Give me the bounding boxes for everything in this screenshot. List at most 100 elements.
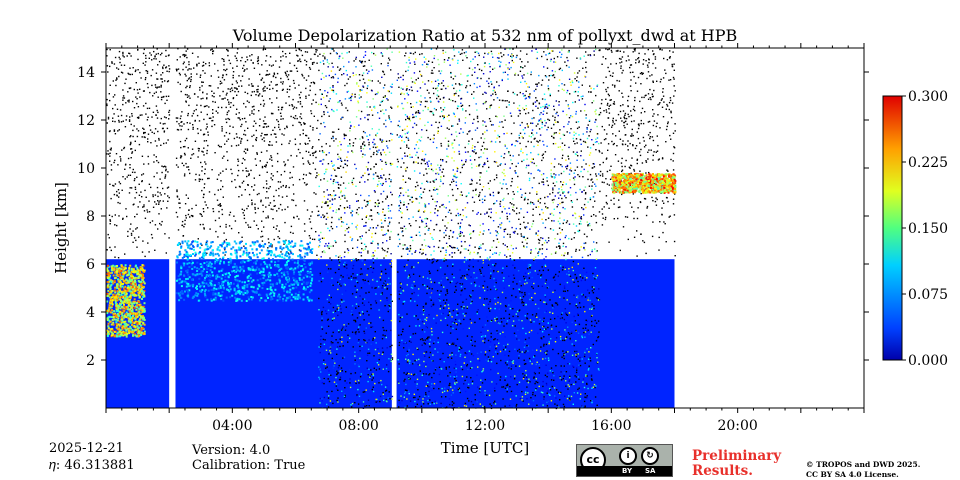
noise-dot <box>377 91 379 93</box>
noise-dot <box>470 400 473 403</box>
noise-dot <box>527 126 529 128</box>
noise-dot <box>217 144 220 147</box>
noise-dot <box>384 220 386 222</box>
noise-dot <box>622 69 624 72</box>
noise-dot <box>299 143 301 145</box>
noise-dot <box>482 259 484 261</box>
noise-dot <box>278 237 281 240</box>
noise-dot <box>152 111 155 113</box>
noise-dot <box>476 253 479 255</box>
noise-dot <box>288 88 291 91</box>
noise-dot <box>460 240 463 243</box>
noise-dot <box>329 347 332 349</box>
noise-dot <box>419 234 421 237</box>
noise-dot <box>193 93 196 95</box>
noise-dot <box>652 62 654 65</box>
noise-dot <box>412 374 415 376</box>
noise-dot <box>144 131 146 134</box>
noise-dot <box>512 281 514 283</box>
noise-dot <box>433 57 435 60</box>
noise-dot <box>364 279 366 281</box>
noise-dot <box>371 388 373 391</box>
noise-dot <box>530 161 532 163</box>
noise-dot <box>119 109 122 111</box>
noise-dot <box>148 183 151 185</box>
noise-dot <box>417 184 419 187</box>
noise-dot <box>283 170 286 173</box>
noise-dot <box>445 368 447 370</box>
noise-dot <box>627 55 629 57</box>
noise-dot <box>577 155 579 157</box>
noise-dot <box>538 367 541 369</box>
noise-dot <box>474 321 476 324</box>
noise-dot <box>195 108 197 111</box>
noise-dot <box>454 199 457 202</box>
noise-dot <box>280 251 282 253</box>
noise-dot <box>629 71 632 74</box>
noise-dot <box>370 304 372 306</box>
noise-dot <box>577 174 579 176</box>
noise-dot <box>528 97 531 99</box>
noise-dot <box>331 131 334 133</box>
noise-dot <box>206 123 208 125</box>
noise-dot <box>180 128 182 131</box>
noise-dot <box>335 255 337 257</box>
noise-dot <box>497 296 499 299</box>
noise-dot <box>446 406 448 408</box>
noise-dot <box>469 130 471 132</box>
noise-dot <box>535 83 537 85</box>
noise-dot <box>247 170 249 172</box>
noise-dot <box>558 68 561 71</box>
noise-dot <box>457 105 459 107</box>
noise-dot <box>587 170 589 173</box>
noise-dot <box>594 319 596 322</box>
noise-dot <box>425 129 428 132</box>
noise-dot <box>363 141 365 143</box>
noise-dot <box>633 105 635 108</box>
noise-dot <box>340 308 342 310</box>
noise-dot <box>523 363 526 365</box>
noise-dot <box>281 83 284 85</box>
noise-dot <box>578 134 580 136</box>
noise-dot <box>202 91 204 94</box>
noise-dot <box>460 183 462 185</box>
noise-dot <box>289 52 291 54</box>
noise-dot <box>598 151 601 153</box>
noise-dot <box>565 246 567 248</box>
noise-dot <box>341 328 344 330</box>
noise-dot <box>519 112 521 115</box>
noise-dot <box>513 259 516 261</box>
noise-dot <box>445 249 447 251</box>
noise-dot <box>268 73 271 75</box>
noise-dot <box>254 208 256 210</box>
noise-dot <box>324 339 326 341</box>
noise-dot <box>575 138 578 140</box>
noise-dot <box>522 67 524 69</box>
noise-dot <box>231 89 234 92</box>
noise-dot <box>430 299 432 301</box>
noise-dot <box>366 106 368 108</box>
noise-dot <box>573 140 575 142</box>
noise-dot <box>381 76 383 78</box>
noise-dot <box>481 198 484 200</box>
noise-dot <box>157 52 159 55</box>
noise-dot <box>511 53 513 56</box>
noise-dot <box>391 139 393 141</box>
noise-dot <box>421 244 423 246</box>
noise-dot <box>488 52 490 54</box>
noise-dot <box>447 314 449 316</box>
noise-dot <box>165 55 167 57</box>
noise-dot <box>442 117 445 120</box>
noise-dot <box>544 294 546 296</box>
noise-dot <box>309 125 312 127</box>
noise-dot <box>545 382 548 385</box>
noise-dot <box>335 175 338 177</box>
noise-dot <box>602 217 604 219</box>
noise-dot <box>388 304 390 307</box>
noise-dot <box>249 114 251 116</box>
noise-dot <box>385 198 387 200</box>
noise-dot <box>595 113 597 115</box>
noise-dot <box>437 79 439 81</box>
noise-dot <box>440 402 442 405</box>
noise-dot <box>468 264 471 266</box>
